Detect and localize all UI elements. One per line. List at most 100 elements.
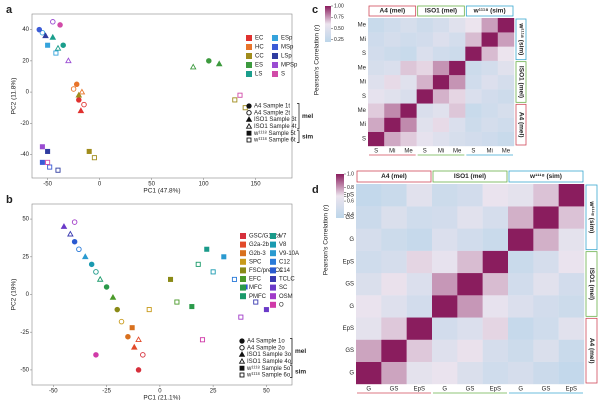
legend-marker	[246, 103, 252, 109]
legend-group-label: sim	[295, 368, 306, 375]
data-point	[140, 352, 146, 358]
heatmap-cell	[368, 74, 385, 90]
data-point	[50, 19, 56, 25]
heatmap-cell	[457, 184, 483, 207]
data-point	[118, 318, 125, 325]
col-label: GS	[466, 387, 475, 393]
heatmap-cell	[356, 250, 382, 274]
legend-label: V7	[279, 234, 287, 240]
col-group-box	[508, 170, 584, 183]
heatmap-cell	[368, 89, 385, 104]
heatmap-cell	[482, 317, 509, 340]
legend-marker	[245, 116, 253, 122]
heatmap-cell	[356, 272, 382, 296]
legend-bracket	[297, 130, 300, 143]
legend-label: FSC/preFCs	[249, 268, 282, 274]
legend-swatch	[272, 44, 278, 50]
heatmap-cell	[416, 32, 434, 47]
heatmap-cell	[533, 339, 559, 362]
heatmap-cell	[533, 272, 559, 296]
colorbar-label: Pearson's Correlation (r)	[323, 205, 330, 276]
legend-marker	[239, 345, 245, 351]
legend-marker	[246, 110, 252, 116]
row-label: Mi	[360, 80, 366, 86]
x-tick-label: 0	[98, 182, 102, 188]
heatmap-cell	[356, 361, 382, 385]
data-point	[114, 306, 120, 313]
heatmap-cell	[482, 339, 509, 362]
legend-label: SPC	[249, 259, 262, 265]
heatmap-cell	[482, 295, 509, 318]
heatmap-cell	[508, 250, 534, 274]
legend-label: A4 Sample 1o	[247, 339, 285, 345]
legend-label: LS	[255, 72, 262, 78]
heatmap-cell	[416, 74, 434, 90]
heatmap-cell	[449, 46, 466, 61]
heatmap-cell	[465, 103, 482, 118]
heatmap-cell	[482, 184, 509, 207]
heatmap-cell	[406, 317, 433, 340]
data-point	[135, 336, 142, 343]
row-label: Me	[358, 23, 367, 29]
heatmap-cell	[481, 103, 498, 118]
legend-swatch	[270, 293, 276, 300]
row-group-box	[515, 61, 527, 103]
legend-marker	[239, 338, 245, 344]
data-point	[47, 164, 53, 170]
data-point	[67, 230, 74, 237]
row-label: G	[349, 370, 354, 376]
heatmap-cell	[416, 46, 434, 61]
plot-frame	[31, 13, 293, 179]
row-label: EpS	[343, 259, 354, 265]
heatmap-cell	[457, 339, 483, 362]
heatmap-cell	[465, 117, 482, 132]
legend-marker	[238, 351, 246, 357]
heatmap-cell	[400, 117, 417, 132]
data-point	[86, 148, 92, 154]
colorbar-tick-label: 0.50	[334, 26, 344, 32]
col-label: G	[442, 387, 447, 393]
y-tick-label: 0	[26, 292, 30, 298]
heatmap-cell	[416, 103, 434, 118]
heatmap-cell	[533, 206, 559, 229]
heatmap-cell	[416, 117, 434, 132]
x-tick-label: 100	[199, 182, 210, 188]
y-tick-label: -25	[20, 330, 29, 336]
heatmap-cell	[497, 32, 515, 47]
heatmap-cell	[497, 89, 515, 104]
heatmap-cell	[497, 131, 515, 147]
legend-bracket	[297, 103, 300, 130]
legend-label: w¹¹¹⁸ Sample 5o	[246, 365, 291, 372]
heatmap-cell	[482, 361, 509, 385]
heatmap-cell	[558, 206, 585, 229]
legend-label: EFC	[249, 277, 262, 283]
row-label: GS	[345, 282, 354, 288]
heatmap-cell	[381, 228, 407, 251]
heatmap-cell	[449, 117, 466, 132]
col-label: S	[374, 149, 378, 155]
data-point	[53, 50, 59, 56]
heatmap-cell	[508, 272, 534, 296]
col-group-box	[417, 5, 465, 17]
y-tick-label: -50	[20, 367, 29, 373]
heatmap-cell	[457, 317, 483, 340]
data-point	[73, 81, 80, 88]
heatmap-cell	[558, 250, 585, 274]
heatmap-cell	[457, 206, 483, 229]
heatmap-cell	[449, 131, 466, 147]
panel-label: c	[312, 4, 318, 16]
heatmap-cell	[400, 89, 417, 104]
heatmap-cell	[432, 103, 450, 118]
data-point	[237, 92, 243, 98]
heatmap-cell	[481, 46, 498, 61]
heatmap-cell	[432, 32, 450, 47]
data-point	[253, 299, 259, 305]
heatmap-cell	[497, 103, 515, 118]
heatmap-cell	[482, 206, 509, 229]
heatmap-cell	[508, 295, 534, 318]
col-group-label: A4 (mel)	[380, 8, 406, 15]
legend-label: C12	[279, 259, 291, 265]
legend-swatch	[246, 53, 252, 59]
heatmap-cell	[368, 117, 385, 132]
